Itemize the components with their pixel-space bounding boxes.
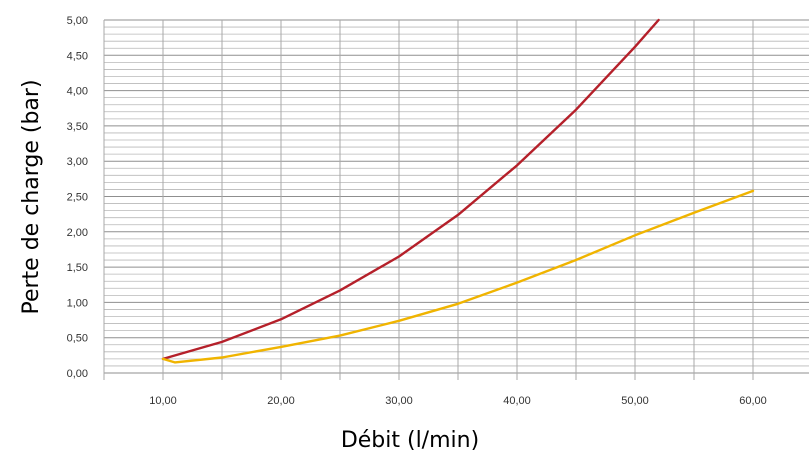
y-axis-title: Perte de charge (bar) [19, 79, 44, 314]
y-tick-label: 2,50 [67, 192, 88, 204]
x-tick-label: 60,00 [739, 395, 767, 407]
series-layer [161, 18, 755, 364]
x-tick-label: 20,00 [267, 395, 295, 407]
x-axis-title: Débit (l/min) [341, 428, 479, 450]
y-tick-label: 2,00 [67, 227, 88, 239]
y-tick-label: 0,00 [67, 368, 88, 380]
x-tick-label: 40,00 [503, 395, 531, 407]
y-tick-label: 0,50 [67, 333, 88, 345]
series-line-1 [161, 18, 660, 361]
x-tick-label: 30,00 [385, 395, 413, 407]
y-tick-label: 4,50 [67, 50, 88, 62]
x-tick-label: 10,00 [149, 395, 177, 407]
y-tick-label: 1,00 [67, 297, 88, 309]
y-tick-label: 1,50 [67, 262, 88, 274]
y-tick-label: 5,00 [67, 15, 88, 27]
x-tick-label: 50,00 [621, 395, 649, 407]
y-tick-label: 4,00 [67, 86, 88, 98]
y-tick-label: 3,50 [67, 121, 88, 133]
tick-labels: 0,00 0,50 1,00 1,50 2,00 2,50 3,00 3,50 4,00 4,50… [67, 15, 767, 407]
y-tick-label: 3,00 [67, 156, 88, 168]
grid [103, 19, 809, 380]
series-line-2 [161, 189, 755, 364]
